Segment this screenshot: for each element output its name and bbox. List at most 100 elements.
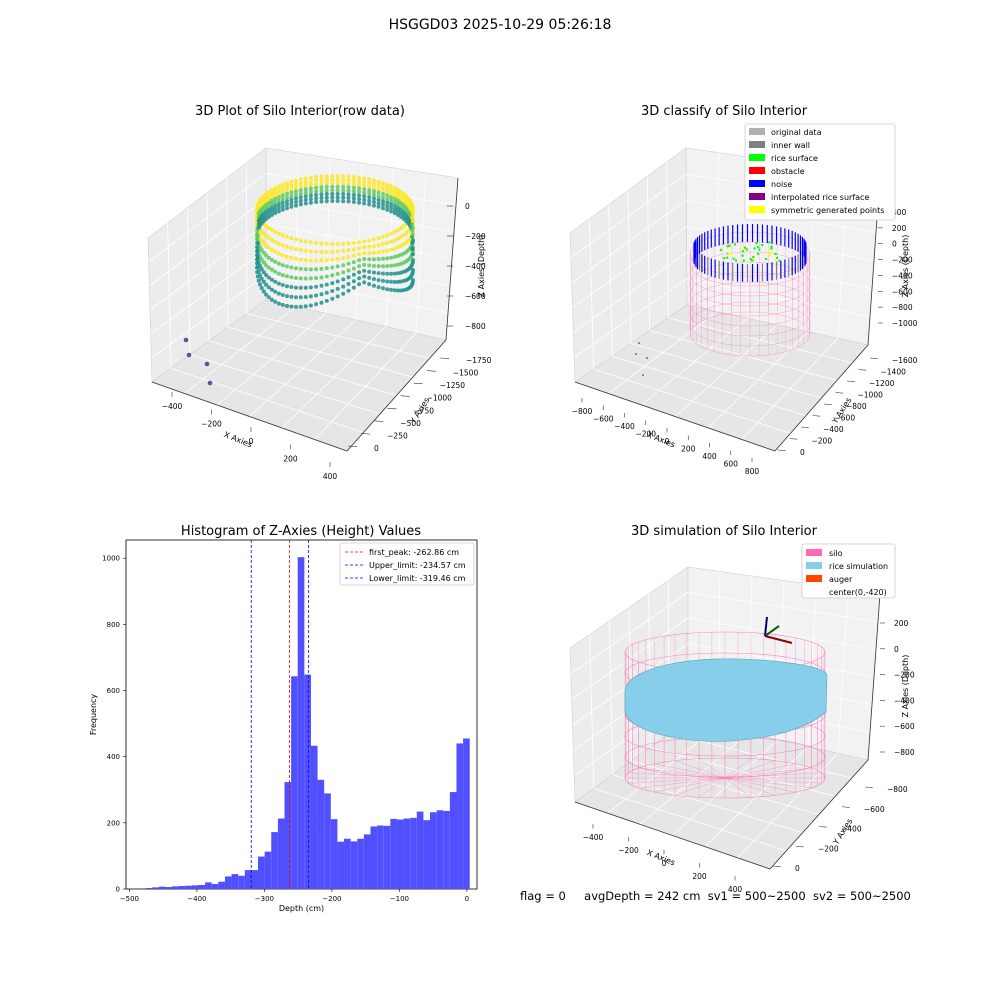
panel1-data-point — [281, 183, 285, 187]
panel2-rice-surface-point — [730, 252, 732, 254]
panel3-histogram-bar — [179, 886, 186, 889]
panel1-data-point — [325, 250, 329, 254]
panel1-data-point — [341, 263, 345, 267]
panel1-data-point — [341, 277, 345, 281]
panel1-data-point — [325, 196, 329, 200]
panel1-data-point — [357, 197, 361, 201]
panel1-data-point — [352, 279, 356, 283]
panel1-data-point — [294, 276, 298, 280]
panel1-data-point — [299, 258, 303, 262]
panel1-data-point — [273, 211, 277, 215]
panel1-data-point — [314, 200, 318, 204]
panel1-data-point — [325, 258, 329, 262]
footer-flag: flag = 0 — [520, 889, 566, 903]
panel1-data-point — [285, 235, 289, 239]
panel3-histogram-bar — [258, 857, 265, 889]
panel2-rice-surface-point — [741, 244, 743, 246]
panel2-rice-surface-point — [743, 259, 745, 261]
panel3-y-tick-label: 800 — [107, 621, 120, 629]
panel3-x-tick-label: −100 — [390, 895, 409, 903]
panel2-rice-surface-point — [735, 259, 737, 261]
panel1-data-point — [381, 250, 385, 254]
panel1-data-point — [277, 262, 281, 266]
panel4-x-tick-label: −400 — [583, 833, 604, 842]
panel2-x-tick-label: 200 — [681, 445, 696, 454]
panel1-outlier-point — [205, 362, 210, 367]
panel1-data-point — [389, 206, 393, 210]
panel1-data-point — [367, 181, 371, 185]
panel1-data-point — [320, 242, 324, 246]
panel1-y-tick-label: −1750 — [466, 356, 492, 365]
panel1-data-point — [385, 249, 389, 253]
panel3-y-tick-label: 0 — [116, 886, 120, 894]
panel1-data-point — [255, 237, 259, 241]
panel1-data-point — [281, 193, 285, 197]
panel3-histogram-bar — [284, 782, 291, 889]
panel1-data-point — [362, 257, 366, 261]
panel2-y-tick-mark — [870, 358, 878, 359]
panel1-data-point — [367, 245, 371, 249]
panel1-data-point — [304, 202, 308, 206]
panel1-data-point — [367, 199, 371, 203]
panel3-histogram-bar — [456, 743, 463, 889]
panel1-data-point — [367, 195, 371, 199]
panel1-data-point — [362, 187, 366, 191]
panel3-legend-label: Upper_limit: -234.57 cm — [369, 561, 466, 570]
panel1-data-point — [289, 266, 293, 270]
panel4-y-tick-label: 0 — [795, 864, 800, 873]
panel1-data-point — [277, 206, 281, 210]
panel1-data-point — [255, 229, 259, 233]
panel1-data-point — [314, 294, 318, 298]
panel1-data-point — [330, 185, 334, 189]
panel1-data-point — [389, 184, 393, 188]
panel2-legend-swatch — [749, 128, 765, 135]
panel4-y-tick-label: −800 — [887, 785, 908, 794]
panel1-data-point — [309, 285, 313, 289]
panel1-data-point — [357, 190, 361, 194]
panel2-x-tick-label: −600 — [593, 415, 614, 424]
panel1-data-point — [341, 270, 345, 274]
panel4-legend-label: silo — [829, 549, 843, 558]
panel1-data-point — [299, 177, 303, 181]
panel3-histogram-bar — [159, 887, 166, 889]
panel1-data-point — [352, 189, 356, 193]
panel1-data-point — [325, 283, 329, 287]
panel4-z-axis-label: Z Axies (Depth) — [901, 655, 910, 718]
panel1-data-point — [281, 204, 285, 208]
panel4-z-tick-label: 0 — [894, 645, 899, 654]
panel1-data-point — [377, 198, 381, 202]
panel2-rice-surface-point — [774, 253, 776, 255]
panel1-data-point — [281, 273, 285, 277]
panel1-data-point — [309, 190, 313, 194]
panel3-y-axis-label: Frequency — [89, 694, 98, 736]
panel2-rice-surface-point — [728, 252, 730, 254]
panel1-data-point — [309, 183, 313, 187]
panel1-data-point — [309, 179, 313, 183]
panel1-data-point — [314, 196, 318, 200]
panel1-data-point — [372, 182, 376, 186]
panel2-legend-label: inner wall — [771, 141, 810, 150]
panel1-data-point — [294, 286, 298, 290]
panel1-data-point — [336, 250, 340, 254]
panel2-y-tick-mark — [778, 450, 786, 451]
panel1-data-point — [299, 195, 303, 199]
panel1-data-point — [314, 182, 318, 186]
panel1-data-point — [357, 276, 361, 280]
panel2-legend-swatch — [749, 206, 765, 213]
panel4-z-tick-label: 200 — [894, 619, 909, 628]
panel2-rice-surface-point — [765, 258, 767, 260]
panel2-legend-label: rice surface — [771, 154, 818, 163]
panel1-data-point — [411, 212, 415, 216]
panel2-rice-surface-point — [742, 250, 744, 252]
panel1-data-point — [357, 282, 361, 286]
panel1-data-point — [357, 179, 361, 183]
panel1-data-point — [299, 185, 303, 189]
panel3-histogram-bar — [318, 780, 325, 889]
panel1-data-point — [393, 288, 397, 292]
panel2-rice-surface-point — [723, 257, 725, 259]
panel1-data-point — [320, 175, 324, 179]
panel1-data-point — [256, 241, 260, 245]
panel2-legend-swatch — [749, 180, 765, 187]
panel2-rice-surface-point — [746, 248, 748, 250]
panel1-data-point — [336, 279, 340, 283]
